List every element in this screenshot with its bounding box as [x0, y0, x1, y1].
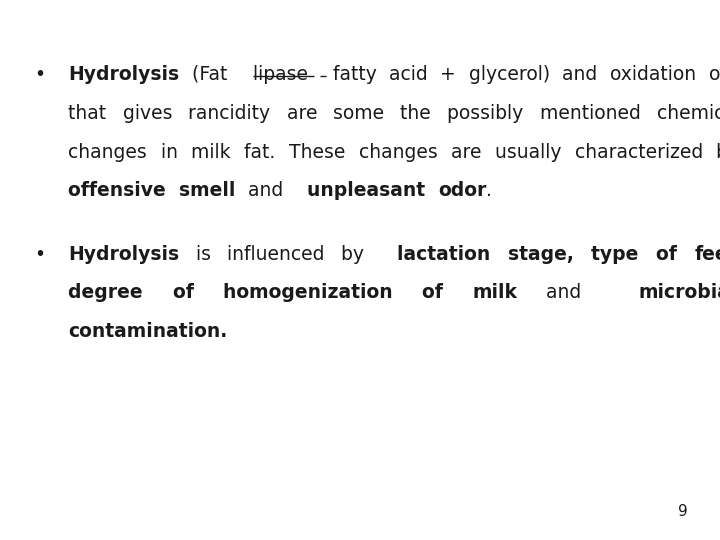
- Text: offensive: offensive: [68, 181, 173, 200]
- Text: unpleasant: unpleasant: [307, 181, 431, 200]
- Text: of: of: [708, 65, 720, 84]
- Text: characterized: characterized: [575, 143, 708, 161]
- Text: of: of: [422, 284, 449, 302]
- Text: milk: milk: [191, 143, 237, 161]
- Text: lactation: lactation: [397, 245, 497, 264]
- Text: stage,: stage,: [508, 245, 580, 264]
- Text: These: These: [289, 143, 351, 161]
- Text: •: •: [35, 65, 45, 84]
- Text: the: the: [400, 104, 437, 123]
- Text: in: in: [161, 143, 184, 161]
- Text: oxidation: oxidation: [610, 65, 702, 84]
- Text: feed,: feed,: [695, 245, 720, 264]
- Text: .: .: [486, 181, 492, 200]
- Text: by: by: [716, 143, 720, 161]
- Text: Hydrolysis: Hydrolysis: [68, 65, 179, 84]
- Text: chemical: chemical: [657, 104, 720, 123]
- Text: changes: changes: [359, 143, 444, 161]
- Text: possibly: possibly: [447, 104, 529, 123]
- Text: and: and: [562, 65, 603, 84]
- Text: of: of: [173, 284, 200, 302]
- Text: are: are: [287, 104, 323, 123]
- Text: (Fat: (Fat: [192, 65, 233, 84]
- Text: that: that: [68, 104, 112, 123]
- Text: and: and: [248, 181, 289, 200]
- Text: is: is: [196, 245, 217, 264]
- Text: 9: 9: [678, 504, 688, 519]
- Text: degree: degree: [68, 284, 150, 302]
- Text: odor: odor: [438, 181, 486, 200]
- Text: gives: gives: [122, 104, 178, 123]
- Text: some: some: [333, 104, 390, 123]
- Text: homogenization: homogenization: [223, 284, 399, 302]
- Text: •: •: [35, 245, 45, 264]
- Text: influenced: influenced: [228, 245, 331, 264]
- Text: mentioned: mentioned: [540, 104, 647, 123]
- Text: milk: milk: [472, 284, 518, 302]
- Text: glycerol): glycerol): [469, 65, 556, 84]
- Text: rancidity: rancidity: [188, 104, 276, 123]
- Text: type: type: [591, 245, 645, 264]
- Text: contamination.: contamination.: [68, 322, 228, 341]
- Text: and: and: [546, 284, 588, 302]
- Text: changes: changes: [68, 143, 153, 161]
- Text: smell: smell: [179, 181, 235, 200]
- Text: fat.: fat.: [244, 143, 282, 161]
- Text: by: by: [341, 245, 370, 264]
- Text: are: are: [451, 143, 487, 161]
- Text: usually: usually: [495, 143, 567, 161]
- Text: acid: acid: [389, 65, 434, 84]
- Text: fatty: fatty: [333, 65, 382, 84]
- Text: +: +: [441, 65, 462, 84]
- Text: microbial: microbial: [638, 284, 720, 302]
- Text: lipase: lipase: [253, 65, 313, 84]
- Text: Hydrolysis: Hydrolysis: [68, 245, 179, 264]
- Text: of: of: [656, 245, 683, 264]
